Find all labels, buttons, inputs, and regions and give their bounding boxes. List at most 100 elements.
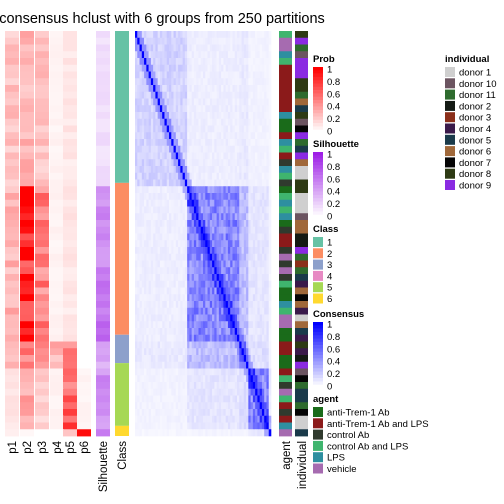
prob-cell xyxy=(50,375,64,383)
consensus-cell xyxy=(225,37,229,45)
consensus-cell xyxy=(268,78,272,86)
consensus-cell xyxy=(223,415,226,423)
consensus-cell xyxy=(153,220,156,228)
consensus-cell xyxy=(141,429,145,437)
consensus-cell xyxy=(266,301,270,309)
consensus-cell xyxy=(212,51,215,59)
consensus-cell xyxy=(243,247,247,255)
consensus-cell xyxy=(250,145,254,153)
consensus-cell xyxy=(187,37,190,45)
consensus-cell xyxy=(255,152,258,160)
consensus-cell xyxy=(180,429,183,437)
consensus-cell xyxy=(237,64,240,72)
consensus-cell xyxy=(259,280,263,288)
consensus-cell xyxy=(221,240,224,248)
consensus-cell xyxy=(139,58,143,66)
consensus-cell xyxy=(221,159,224,167)
consensus-cell xyxy=(137,51,140,59)
consensus-cell xyxy=(205,172,208,180)
agent-cell xyxy=(279,44,292,52)
consensus-cell xyxy=(155,44,158,52)
prob-legend-gradient xyxy=(313,93,323,97)
consensus-cell xyxy=(184,355,188,363)
consensus-cell xyxy=(144,132,147,140)
consensus-cell xyxy=(175,139,179,147)
consensus-cell xyxy=(200,139,204,147)
consensus-cell xyxy=(157,422,161,430)
consensus-cell xyxy=(266,51,270,59)
consensus-cell xyxy=(187,186,190,194)
consensus-cell xyxy=(223,64,226,72)
prob-cell xyxy=(35,415,49,423)
consensus-cell xyxy=(241,382,245,390)
consensus-cell xyxy=(184,112,188,120)
consensus-cell xyxy=(227,422,231,430)
consensus-cell xyxy=(171,179,174,187)
consensus-cell xyxy=(200,71,204,79)
prob-cell xyxy=(63,226,77,234)
consensus-cell xyxy=(144,267,147,275)
prob-cell xyxy=(20,382,34,390)
consensus-cell xyxy=(205,334,208,342)
consensus-cell xyxy=(178,402,181,410)
consensus-cell xyxy=(239,253,242,261)
consensus-cell xyxy=(166,402,170,410)
consensus-cell xyxy=(209,64,213,72)
consensus-cell xyxy=(257,429,260,437)
consensus-cell xyxy=(175,361,179,369)
consensus-cell xyxy=(146,118,149,126)
consensus-cell xyxy=(135,166,138,174)
consensus-cell xyxy=(266,226,270,234)
consensus-cell xyxy=(225,199,229,207)
individual-cell xyxy=(295,301,308,309)
consensus-cell xyxy=(166,139,170,147)
consensus-legend-gradient xyxy=(313,345,323,349)
consensus-cell xyxy=(237,253,240,261)
prob-cell xyxy=(20,375,34,383)
consensus-cell xyxy=(232,274,236,282)
consensus-cell xyxy=(252,206,256,214)
consensus-cell xyxy=(234,280,238,288)
consensus-cell xyxy=(205,58,208,66)
consensus-cell xyxy=(255,186,258,194)
consensus-cell xyxy=(243,321,247,329)
consensus-cell xyxy=(203,341,206,349)
consensus-cell xyxy=(144,213,147,221)
consensus-cell xyxy=(207,355,211,363)
consensus-cell xyxy=(266,98,270,106)
consensus-cell xyxy=(198,226,202,234)
consensus-cell xyxy=(268,321,272,329)
consensus-cell xyxy=(223,247,226,255)
consensus-cell xyxy=(252,64,256,72)
consensus-cell xyxy=(221,422,224,430)
consensus-cell xyxy=(200,172,204,180)
consensus-cell xyxy=(255,98,258,106)
consensus-cell xyxy=(221,409,224,417)
individual-cell xyxy=(295,64,308,72)
consensus-cell xyxy=(184,294,188,302)
consensus-cell xyxy=(230,193,233,201)
consensus-cell xyxy=(169,388,172,396)
consensus-cell xyxy=(239,199,242,207)
consensus-cell xyxy=(205,328,208,336)
consensus-cell xyxy=(225,388,229,396)
consensus-cell xyxy=(221,199,224,207)
consensus-cell xyxy=(268,260,272,268)
consensus-cell xyxy=(209,152,213,160)
consensus-cell xyxy=(193,247,197,255)
consensus-cell xyxy=(157,348,161,356)
consensus-cell xyxy=(230,159,233,167)
consensus-cell xyxy=(261,199,265,207)
consensus-cell xyxy=(182,328,186,336)
consensus-cell xyxy=(159,145,163,153)
consensus-cell xyxy=(259,307,263,315)
consensus-cell xyxy=(159,422,163,430)
consensus-cell xyxy=(200,51,204,59)
consensus-cell xyxy=(153,307,156,315)
prob-cell xyxy=(35,402,49,410)
consensus-cell xyxy=(225,139,229,147)
consensus-cell xyxy=(248,287,251,295)
consensus-cell xyxy=(266,375,270,383)
consensus-cell xyxy=(135,247,138,255)
consensus-cell xyxy=(191,409,195,417)
